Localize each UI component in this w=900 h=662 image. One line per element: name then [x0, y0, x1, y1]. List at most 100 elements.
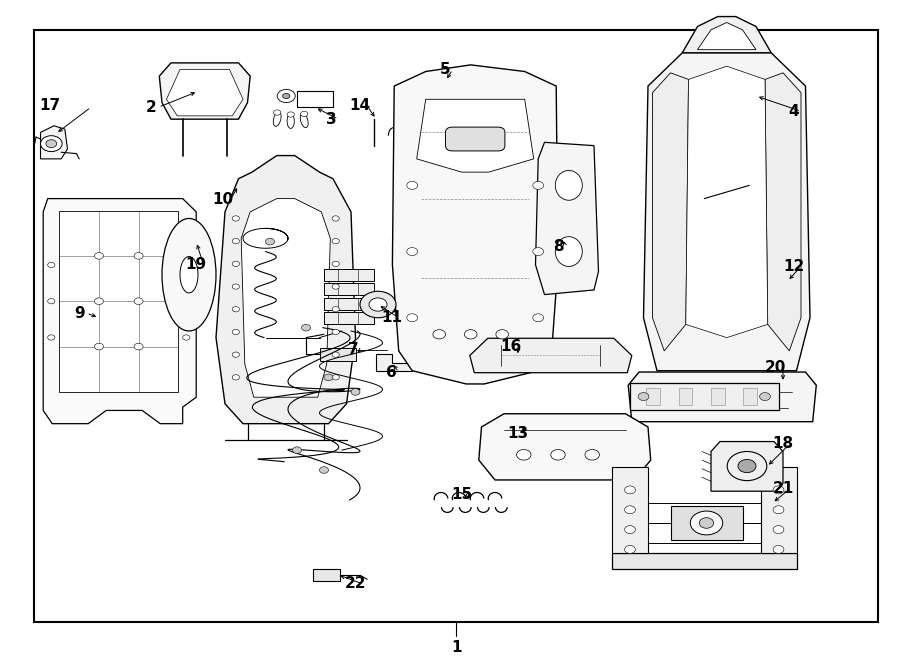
Circle shape	[407, 181, 418, 189]
Ellipse shape	[301, 113, 308, 128]
Text: 22: 22	[345, 577, 366, 591]
Circle shape	[274, 110, 281, 115]
Circle shape	[46, 140, 57, 148]
Circle shape	[232, 352, 239, 357]
Circle shape	[134, 298, 143, 305]
Circle shape	[277, 89, 295, 103]
Polygon shape	[630, 383, 778, 410]
Text: 2: 2	[146, 100, 157, 115]
Circle shape	[760, 393, 770, 401]
Circle shape	[134, 253, 143, 260]
Text: 14: 14	[349, 99, 371, 113]
Circle shape	[232, 375, 239, 380]
Polygon shape	[646, 388, 660, 405]
Circle shape	[369, 298, 387, 311]
Polygon shape	[376, 354, 412, 371]
Text: 3: 3	[326, 112, 337, 126]
Circle shape	[183, 262, 190, 267]
Text: 20: 20	[765, 360, 787, 375]
Polygon shape	[392, 65, 558, 384]
Circle shape	[433, 330, 446, 339]
Circle shape	[533, 181, 544, 189]
Circle shape	[324, 374, 333, 381]
Polygon shape	[166, 70, 243, 116]
Circle shape	[332, 329, 339, 334]
Ellipse shape	[555, 237, 582, 267]
Polygon shape	[324, 283, 374, 295]
Ellipse shape	[180, 257, 198, 293]
Polygon shape	[679, 388, 692, 405]
Polygon shape	[670, 506, 742, 540]
Polygon shape	[711, 442, 783, 491]
Circle shape	[638, 393, 649, 401]
Circle shape	[773, 545, 784, 553]
Circle shape	[690, 511, 723, 535]
Circle shape	[625, 545, 635, 553]
Circle shape	[360, 291, 396, 318]
Text: 11: 11	[381, 310, 402, 325]
Text: 13: 13	[507, 426, 528, 441]
Circle shape	[773, 506, 784, 514]
Circle shape	[464, 330, 477, 339]
Text: 8: 8	[553, 239, 563, 254]
Circle shape	[407, 314, 418, 322]
Circle shape	[232, 284, 239, 289]
Text: 18: 18	[772, 436, 794, 451]
Circle shape	[332, 216, 339, 221]
Circle shape	[232, 307, 239, 312]
Circle shape	[232, 238, 239, 244]
Circle shape	[551, 449, 565, 460]
Text: 17: 17	[39, 99, 60, 113]
Text: 7: 7	[348, 342, 359, 357]
Circle shape	[232, 261, 239, 267]
Text: 16: 16	[500, 340, 522, 354]
Circle shape	[332, 352, 339, 357]
Polygon shape	[324, 298, 374, 310]
Polygon shape	[743, 388, 757, 405]
Polygon shape	[698, 23, 756, 50]
Polygon shape	[765, 73, 801, 351]
Text: 15: 15	[451, 487, 472, 502]
Polygon shape	[711, 388, 724, 405]
Polygon shape	[320, 348, 356, 361]
Circle shape	[351, 389, 360, 395]
Text: 6: 6	[386, 365, 397, 379]
Polygon shape	[644, 53, 810, 371]
Circle shape	[232, 329, 239, 334]
Circle shape	[332, 284, 339, 289]
Polygon shape	[313, 569, 340, 581]
Circle shape	[332, 375, 339, 380]
Circle shape	[301, 111, 308, 117]
Circle shape	[533, 314, 544, 322]
Circle shape	[283, 93, 290, 99]
Circle shape	[773, 526, 784, 534]
Polygon shape	[216, 156, 356, 424]
Text: 21: 21	[772, 481, 794, 496]
Circle shape	[94, 343, 104, 350]
Ellipse shape	[274, 112, 281, 126]
Circle shape	[625, 506, 635, 514]
Bar	[34, 30, 878, 622]
Text: 19: 19	[185, 258, 207, 272]
Polygon shape	[470, 338, 632, 373]
Polygon shape	[297, 91, 333, 107]
Circle shape	[48, 262, 55, 267]
Polygon shape	[43, 199, 196, 424]
Circle shape	[625, 526, 635, 534]
Circle shape	[94, 298, 104, 305]
Text: 12: 12	[783, 259, 805, 273]
Polygon shape	[479, 414, 651, 480]
Circle shape	[738, 459, 756, 473]
Polygon shape	[686, 66, 768, 338]
Polygon shape	[628, 372, 816, 422]
Circle shape	[585, 449, 599, 460]
Circle shape	[183, 335, 190, 340]
Circle shape	[183, 299, 190, 304]
Polygon shape	[59, 211, 178, 392]
Polygon shape	[760, 467, 796, 553]
Circle shape	[496, 330, 508, 339]
Circle shape	[232, 216, 239, 221]
Circle shape	[332, 261, 339, 267]
Polygon shape	[159, 63, 250, 119]
Circle shape	[517, 449, 531, 460]
